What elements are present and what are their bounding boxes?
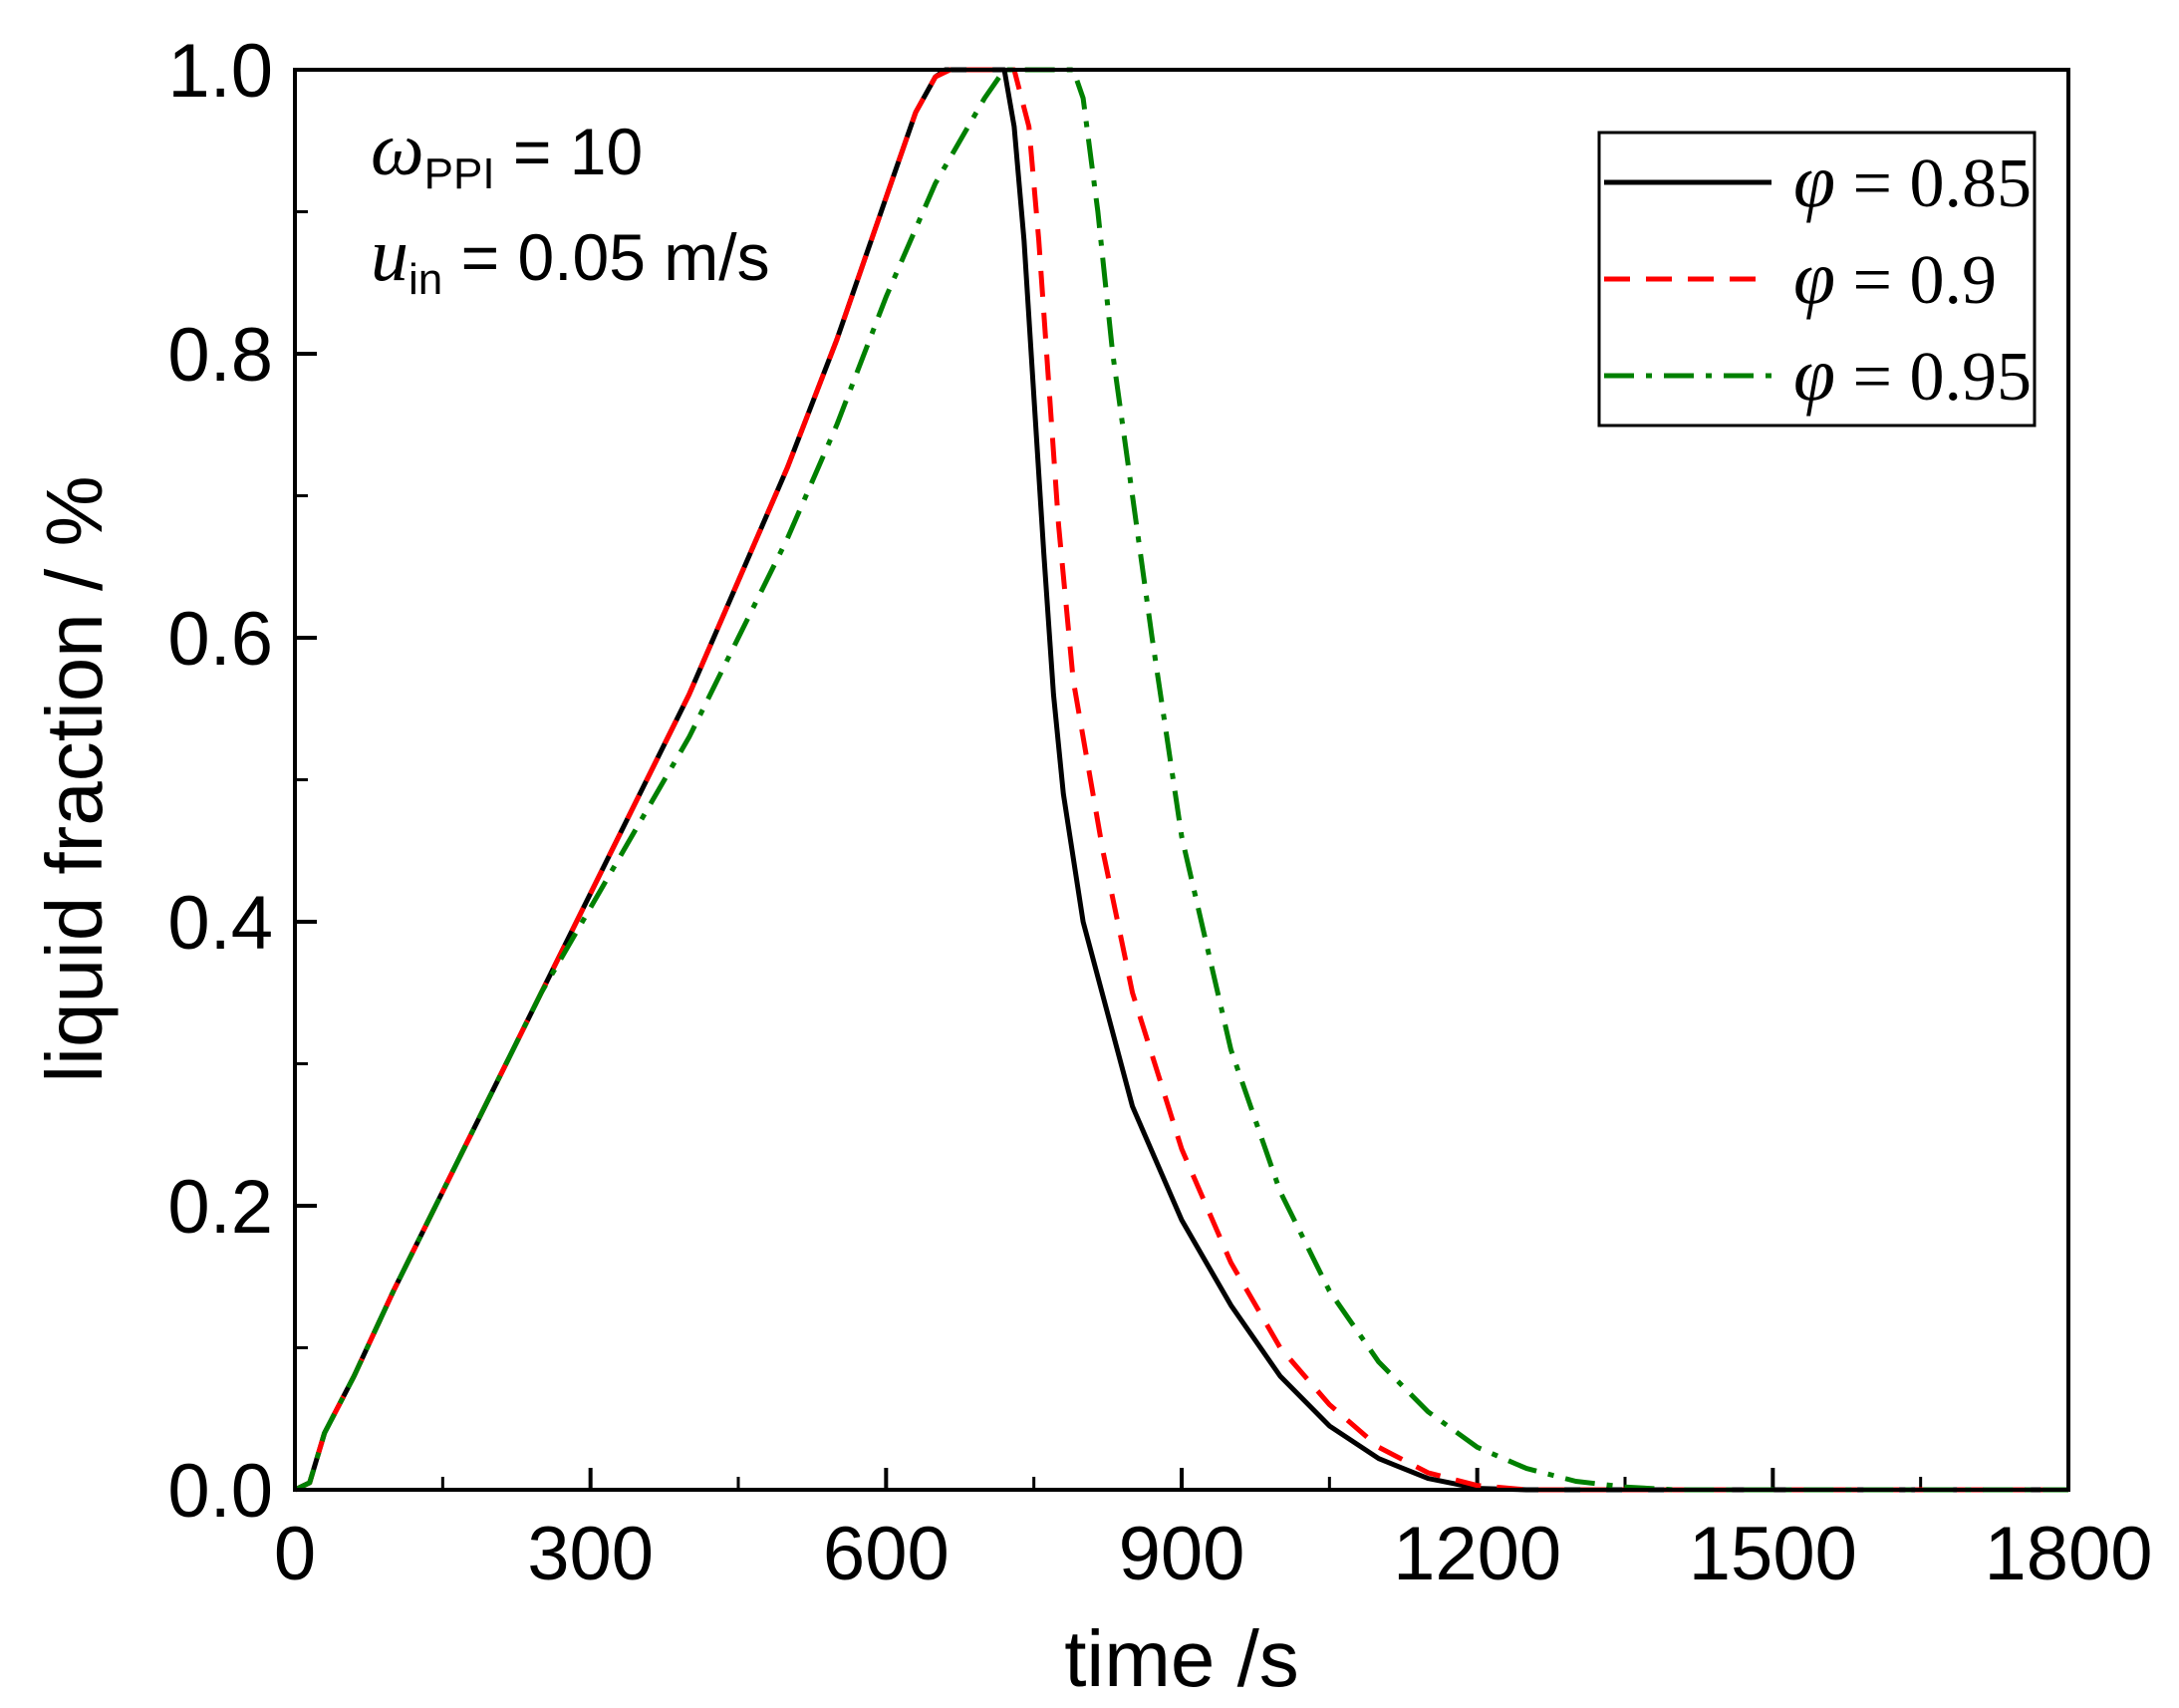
x-tick-label: 1200: [1393, 1512, 1561, 1596]
legend-phi-symbol: φ: [1793, 236, 1835, 320]
x-tick-label: 1500: [1689, 1512, 1857, 1596]
y-tick-label: 0.8: [167, 313, 273, 398]
x-axis-title: time /s: [1064, 1614, 1299, 1703]
legend-value: = 0.95: [1835, 339, 2032, 416]
y-tick-label: 0.2: [167, 1165, 273, 1250]
legend-value: = 0.85: [1835, 145, 2032, 222]
annotation-box: ωPPI = 10 uin = 0.05 m/s: [371, 108, 770, 304]
x-tick-label: 300: [527, 1512, 654, 1596]
x-tick-labels: 0 300 600 900 1200 1500 1800: [274, 1512, 2153, 1596]
y-tick-label: 0.6: [167, 597, 273, 682]
y-tick-label: 0.4: [167, 881, 273, 966]
x-tick-label: 900: [1119, 1512, 1245, 1596]
legend-phi-symbol: φ: [1793, 140, 1835, 223]
y-tick-labels: 0.0 0.2 0.4 0.6 0.8 1.0: [167, 29, 273, 1534]
annotation-inlet-velocity: uin = 0.05 m/s: [371, 213, 770, 304]
annotation-porosity-density: ωPPI = 10: [371, 108, 643, 198]
x-tick-label: 0: [274, 1512, 316, 1596]
legend: φ = 0.85φ = 0.9φ = 0.95: [1597, 131, 2037, 427]
y-axis-title: liquid fraction / %: [30, 475, 119, 1082]
legend-entries: φ = 0.85φ = 0.9φ = 0.95: [1604, 140, 2032, 417]
annotation-omega-subscript: PPI: [424, 149, 495, 198]
plot-frame: [293, 68, 2070, 1492]
annotation-omega-symbol: ω: [371, 108, 424, 191]
annotation-u-symbol: u: [371, 213, 409, 297]
legend-label-1: φ = 0.85: [1793, 140, 2032, 223]
annotation-u-subscript: in: [409, 255, 442, 304]
x-tick-label: 600: [823, 1512, 950, 1596]
y-tick-label: 1.0: [167, 29, 273, 114]
x-tick-label: 1800: [1984, 1512, 2152, 1596]
annotation-omega-value: = 10: [495, 115, 644, 188]
y-tick-label: 0.0: [167, 1449, 273, 1534]
legend-label-2: φ = 0.9: [1793, 236, 1997, 320]
legend-value: = 0.9: [1835, 242, 1997, 319]
legend-phi-symbol: φ: [1793, 333, 1835, 417]
legend-label-3: φ = 0.95: [1793, 333, 2032, 417]
annotation-u-value: = 0.05 m/s: [442, 220, 769, 294]
